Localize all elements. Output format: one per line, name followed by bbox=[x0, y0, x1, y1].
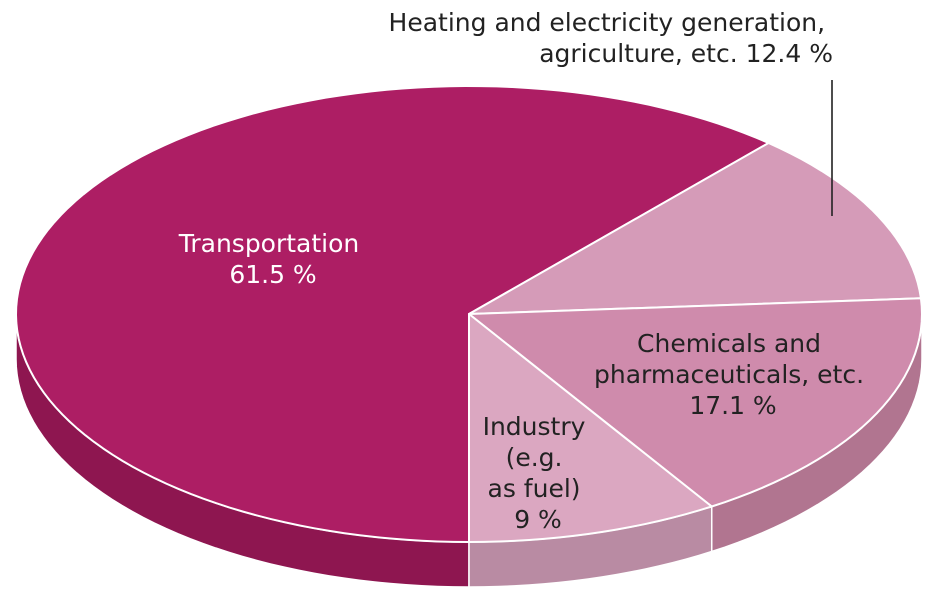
slice-label-chemicals-line-3: 17.1 % bbox=[689, 391, 776, 420]
slice-chemicals-and bbox=[468, 297, 923, 508]
slice-industry-e bbox=[468, 313, 713, 543]
slice-label-transportation: Transportation 61.5 % bbox=[178, 229, 367, 289]
slice-label-transportation-line-2: 61.5 % bbox=[229, 260, 316, 289]
slice-labels: Transportation 61.5 % Heating and electr… bbox=[178, 8, 872, 534]
slice-transportation bbox=[15, 85, 770, 543]
pie-sides bbox=[15, 313, 923, 588]
slice-label-industry-line-2: (e.g. bbox=[506, 443, 563, 472]
slice-label-chemicals: Chemicals and pharmaceuticals, etc. 17.1… bbox=[594, 329, 872, 420]
slice-label-industry-line-4: 9 % bbox=[514, 505, 562, 534]
slice-label-industry-line-1: Industry bbox=[483, 412, 586, 441]
slice-label-heating-line-2: agriculture, etc. 12.4 % bbox=[539, 39, 833, 68]
slice-heating-and bbox=[468, 141, 922, 315]
slice-label-industry: Industry (e.g. as fuel) 9 % bbox=[483, 412, 594, 534]
pie-slices bbox=[15, 85, 923, 543]
slice-label-heating-line-1: Heating and electricity generation, bbox=[389, 8, 826, 37]
slice-label-chemicals-line-1: Chemicals and bbox=[637, 329, 821, 358]
slice-label-chemicals-line-2: pharmaceuticals, etc. bbox=[594, 360, 864, 389]
slice-label-heating: Heating and electricity generation, agri… bbox=[389, 8, 833, 68]
slice-label-industry-line-3: as fuel) bbox=[488, 474, 581, 503]
slice-label-transportation-line-1: Transportation bbox=[178, 229, 360, 258]
